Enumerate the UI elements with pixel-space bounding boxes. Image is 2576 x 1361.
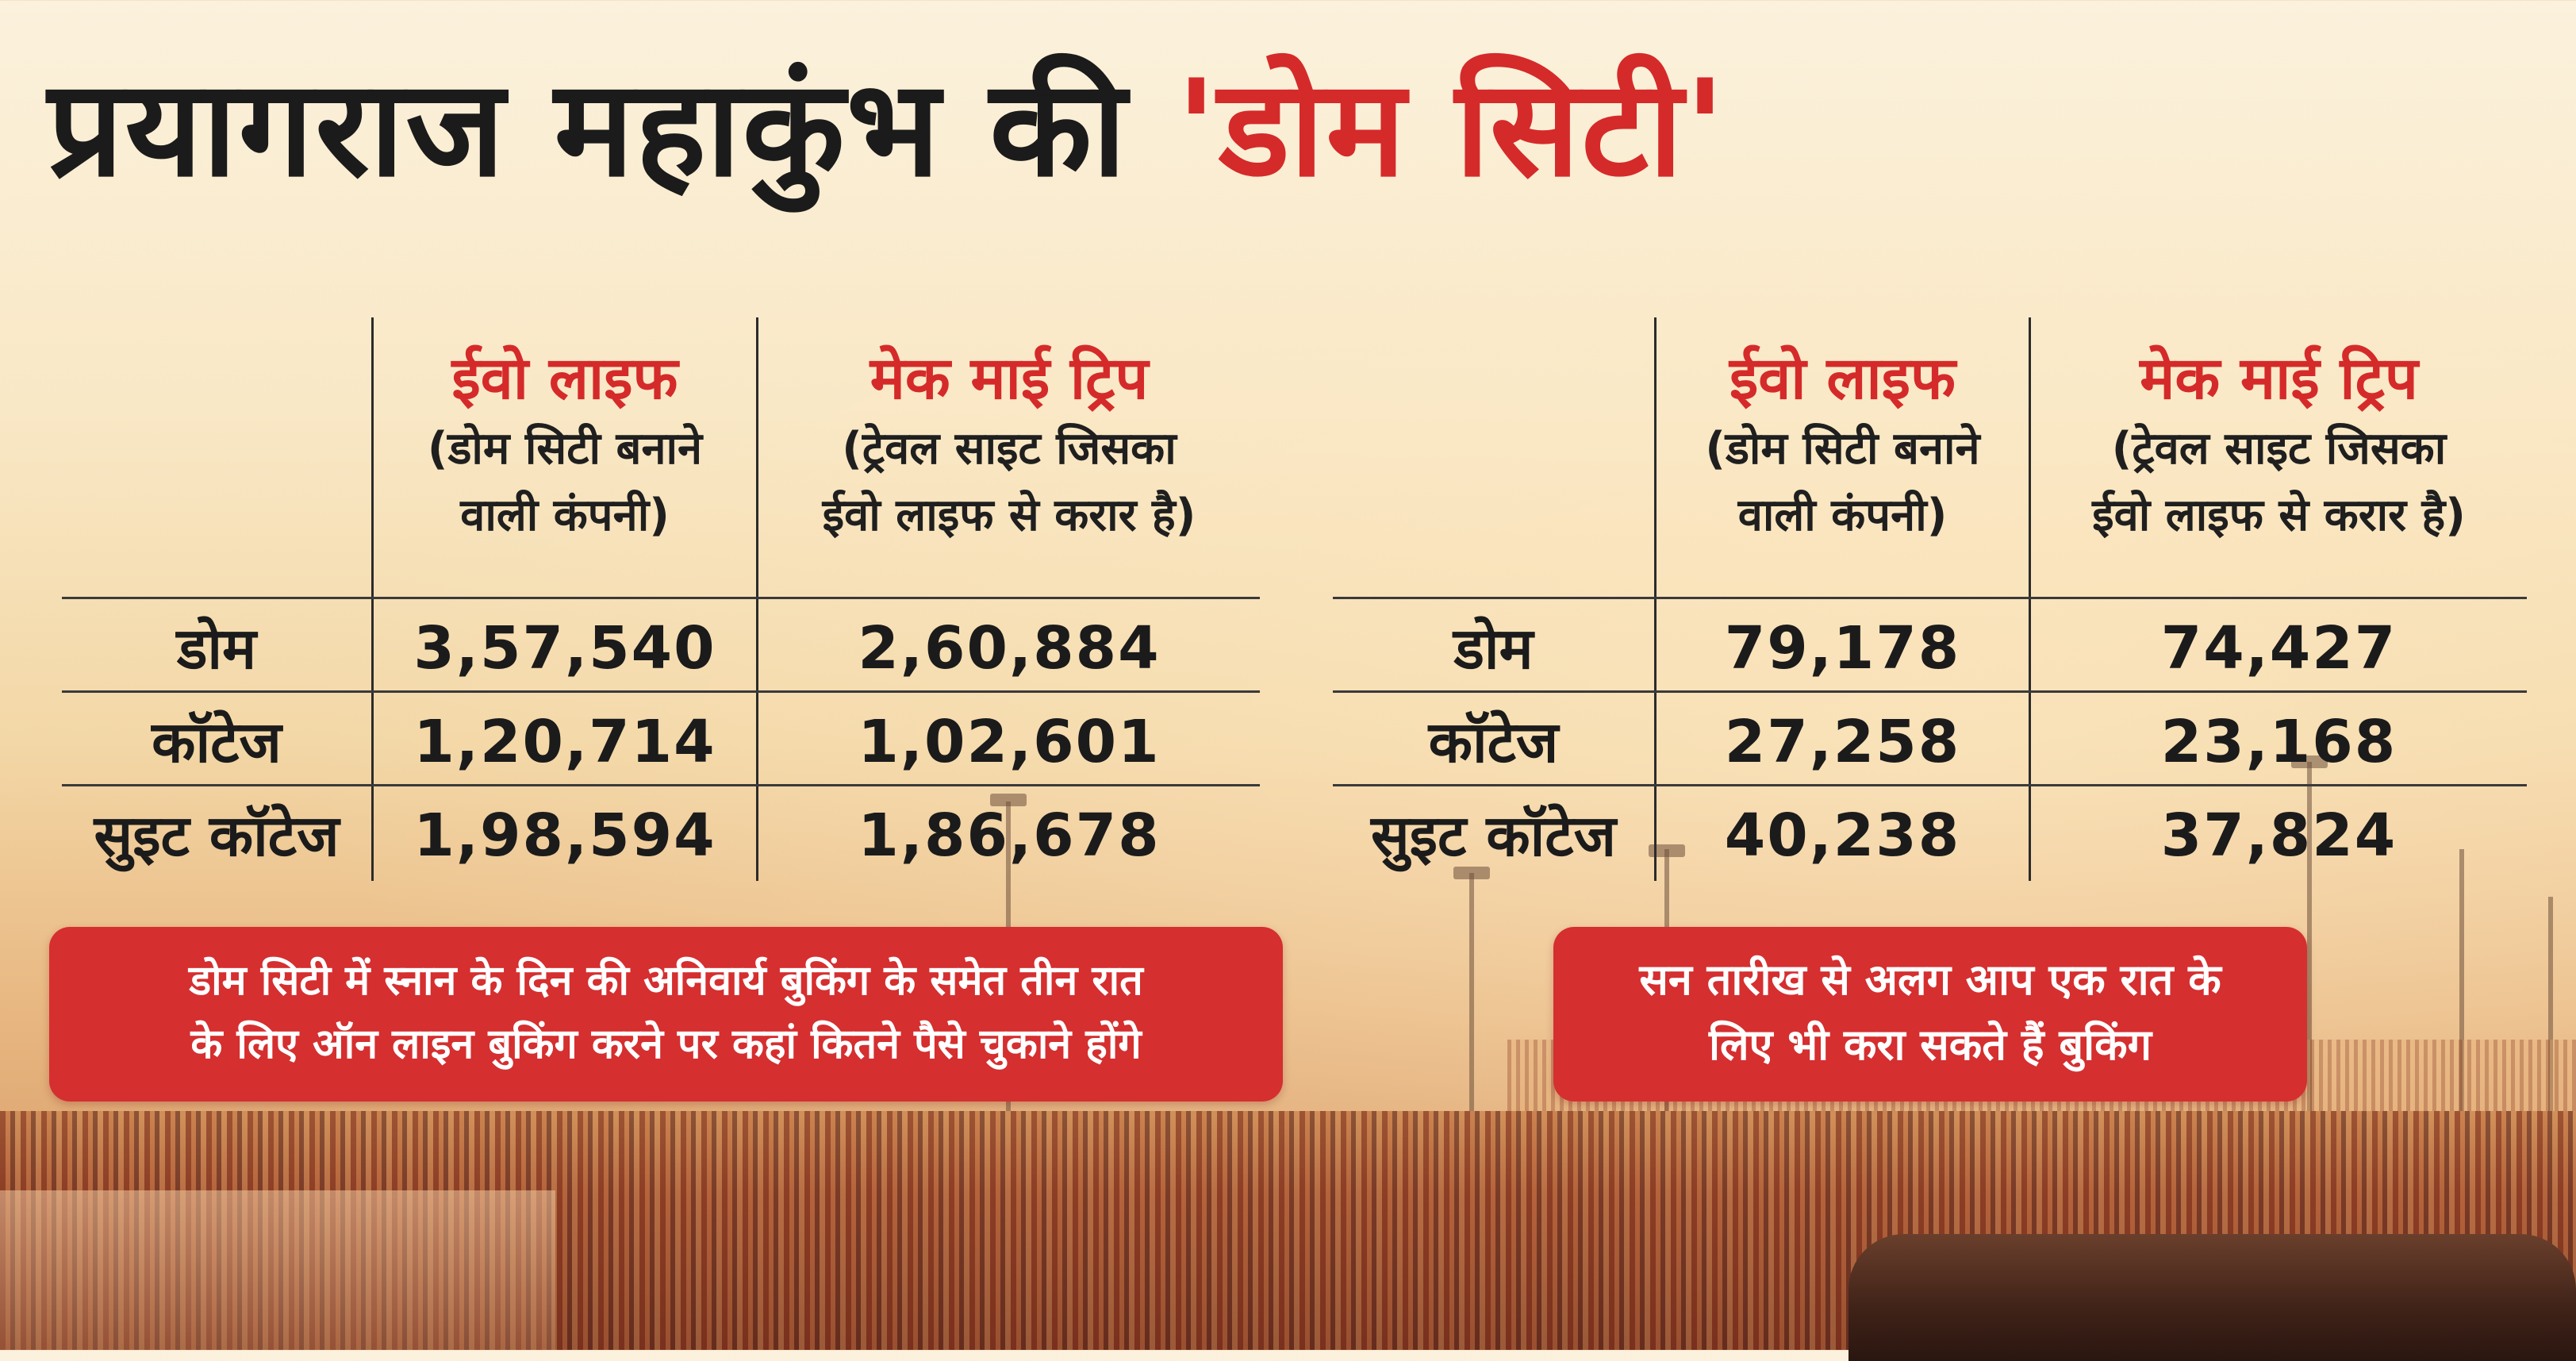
column-header-title: मेक माई ट्रिप (2140, 344, 2418, 413)
row-label-suite-cottage: सुइट कॉटेज (1370, 802, 1617, 869)
row-label-suite-cottage: सुइट कॉटेज (94, 802, 340, 869)
light-pole (2459, 849, 2464, 1135)
column-header-make-my-trip: मेक माई ट्रिप (ट्रेवल साइट जिसका ईवो लाइ… (2031, 341, 2527, 549)
light-pole-lamp (1649, 844, 1685, 857)
column-header-subtitle: वाली कंपनी) (460, 490, 670, 541)
title-accent: 'डोम सिटी' (1176, 51, 1727, 206)
row-divider (62, 597, 1260, 599)
light-pole-lamp (1453, 867, 1490, 879)
table-cell: 23,168 (2160, 708, 2397, 776)
row-divider (1333, 690, 2527, 693)
column-header-subtitle: ईवो लाइफ से करार है) (2092, 490, 2466, 541)
column-header-title: ईवो लाइफ (1729, 344, 1956, 413)
table-cell: 37,824 (2160, 802, 2397, 870)
light-pole (1469, 873, 1474, 1135)
callout-single-night-booking: सन तारीख से अलग आप एक रात के लिए भी करा … (1553, 927, 2307, 1101)
row-divider (1333, 784, 2527, 786)
callout-three-night-booking: डोम सिटी में स्नान के दिन की अनिवार्य बु… (49, 927, 1283, 1101)
column-header-make-my-trip: मेक माई ट्रिप (ट्रेवल साइट जिसका ईवो लाइ… (758, 341, 1260, 549)
light-pole-lamp (2291, 755, 2328, 768)
callout-line: के लिए ऑन लाइन बुकिंग करने पर कहां कितने… (190, 1021, 1142, 1068)
table-cell: 1,02,601 (858, 708, 1161, 776)
column-header-evo-life: ईवो लाइफ (डोम सिटी बनाने वाली कंपनी) (1657, 341, 2029, 549)
column-header-subtitle: (डोम सिटी बनाने (1705, 423, 1980, 475)
row-label-dome: डोम (176, 615, 257, 682)
column-header-subtitle: (ट्रेवल साइट जिसका (842, 423, 1177, 475)
table-cell: 1,98,594 (413, 802, 716, 870)
table-cell: 79,178 (1724, 614, 1961, 682)
column-header-title: मेक माई ट्रिप (870, 344, 1149, 413)
row-divider (1333, 597, 2527, 599)
table-cell: 1,20,714 (413, 708, 716, 776)
column-header-subtitle: वाली कंपनी) (1737, 490, 1948, 541)
column-header-title: ईवो लाइफ (451, 344, 678, 413)
column-divider (756, 317, 758, 881)
table-cell: 40,238 (1724, 802, 1961, 870)
callout-line: डोम सिटी में स्नान के दिन की अनिवार्य बु… (189, 957, 1143, 1005)
row-divider (62, 690, 1260, 693)
table-cell: 1,86,678 (858, 802, 1161, 870)
page-title: प्रयागराज महाकुंभ की 'डोम सिटी' (48, 49, 2539, 208)
table-cell: 3,57,540 (413, 614, 716, 682)
light-pole (2307, 762, 2312, 1127)
column-divider (371, 317, 374, 881)
pontoon (2221, 1234, 2576, 1361)
column-header-subtitle: ईवो लाइफ से करार है) (822, 490, 1196, 541)
column-header-subtitle: (डोम सिटी बनाने (427, 423, 703, 475)
table-cell: 74,427 (2160, 614, 2397, 682)
row-label-dome: डोम (1453, 615, 1534, 682)
river-water (0, 1190, 555, 1350)
column-divider (2029, 317, 2031, 881)
light-pole-lamp (990, 794, 1027, 806)
column-header-subtitle: (ट्रेवल साइट जिसका (2111, 423, 2447, 475)
row-divider (62, 784, 1260, 786)
callout-line: लिए भी करा सकते हैं बुकिंग (1708, 1020, 2152, 1070)
row-label-cottage: कॉटेज (1428, 709, 1559, 775)
light-pole (2548, 897, 2553, 1135)
title-main: प्रयागराज महाकुंभ की (48, 51, 1177, 206)
table-cell: 2,60,884 (858, 614, 1161, 682)
column-divider (1654, 317, 1657, 881)
row-label-cottage: कॉटेज (152, 709, 282, 775)
column-header-evo-life: ईवो लाइफ (डोम सिटी बनाने वाली कंपनी) (374, 341, 756, 549)
price-table-three-nights: ईवो लाइफ (डोम सिटी बनाने वाली कंपनी) मेक… (62, 317, 1260, 881)
price-table-one-night: ईवो लाइफ (डोम सिटी बनाने वाली कंपनी) मेक… (1333, 317, 2527, 881)
table-cell: 27,258 (1724, 708, 1961, 776)
callout-line: सन तारीख से अलग आप एक रात के (1639, 955, 2221, 1005)
